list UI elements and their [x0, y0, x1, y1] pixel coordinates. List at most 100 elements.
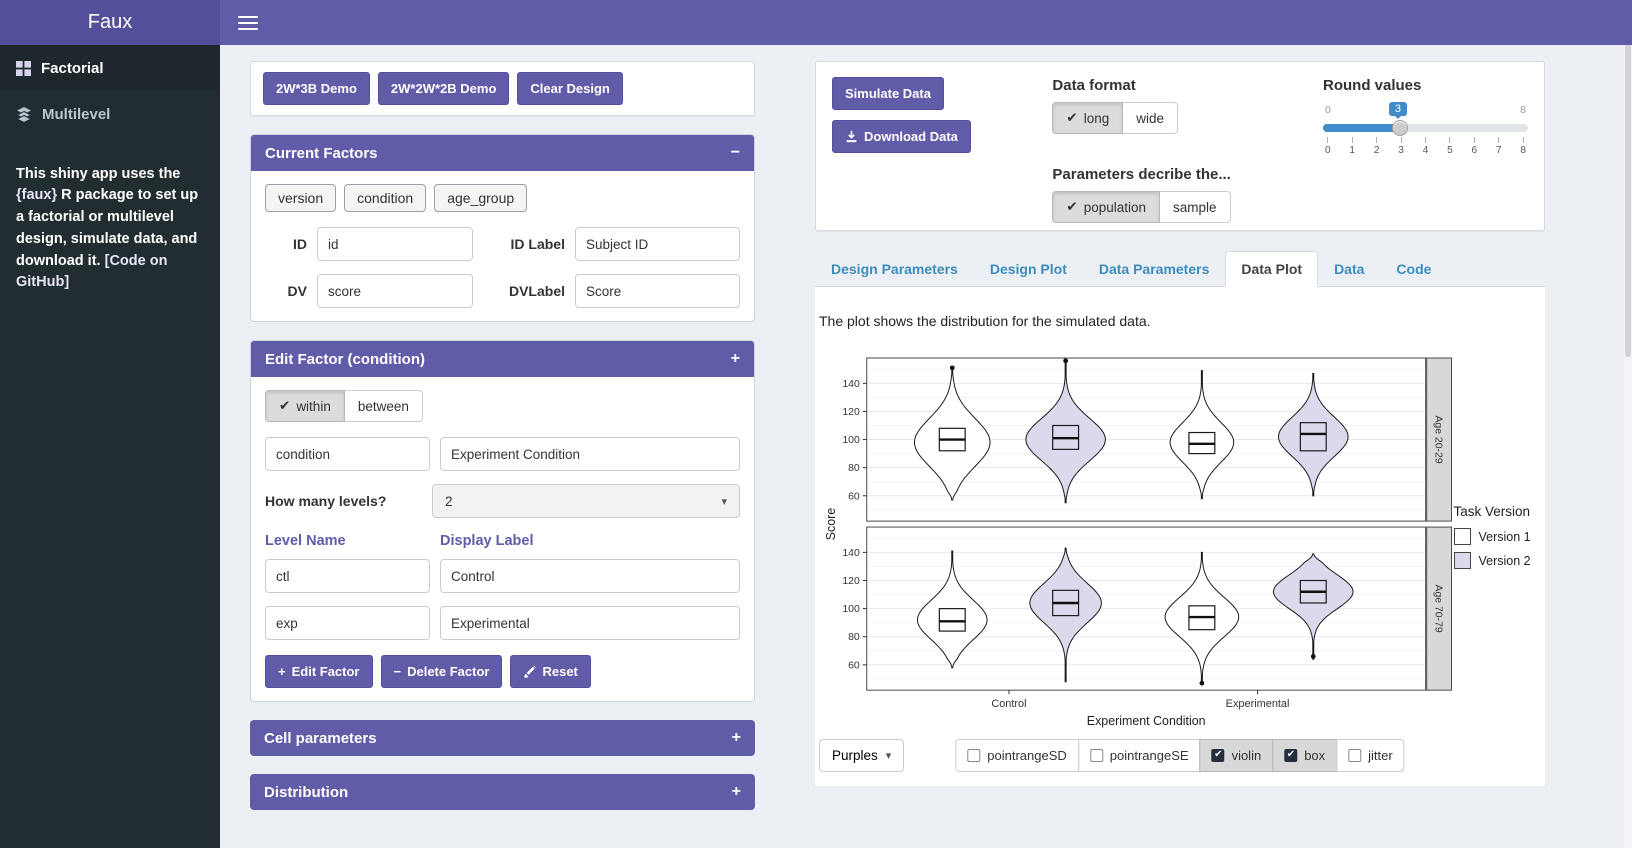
edit-factor-button[interactable]: + Edit Factor [265, 655, 373, 688]
tab-design-parameters[interactable]: Design Parameters [831, 261, 958, 277]
palette-dropdown[interactable]: Purples ▾ [819, 739, 905, 772]
slider-handle[interactable] [1391, 120, 1408, 136]
checkbox-icon [1089, 749, 1103, 762]
slider-tick: 8 [1520, 137, 1526, 156]
factor-name-input[interactable] [265, 437, 430, 471]
outlier-dot [949, 365, 955, 371]
scrollbar-thumb[interactable] [1625, 1, 1631, 358]
collapse-minus-icon[interactable]: − [730, 144, 740, 161]
factor-display-input[interactable] [440, 437, 740, 471]
format-wide-label: wide [1136, 110, 1165, 126]
facet-strip-label: Age 20-29 [1433, 415, 1444, 463]
outlier-dot [1310, 654, 1316, 659]
faux-package-link[interactable]: {faux} [16, 187, 58, 204]
slider-ticks: 0 1 2 3 4 5 6 7 8 [1323, 137, 1528, 156]
about-pre: This shiny app uses the [16, 165, 181, 182]
main-content: 2W*3B Demo 2W*2W*2B Demo Clear Design Cu… [220, 45, 1632, 848]
parameters-describe-label: Parameters decribe the... [1052, 166, 1231, 183]
level-2-label-input[interactable] [440, 606, 740, 640]
simulate-data-button[interactable]: Simulate Data [832, 77, 944, 110]
checkbox-label: box [1304, 748, 1326, 763]
panel-title: Current Factors [265, 144, 378, 162]
y-tick-label: 140 [842, 548, 860, 559]
boxplot [938, 608, 966, 632]
sample-toggle[interactable]: sample [1160, 191, 1231, 223]
tab-design-plot[interactable]: Design Plot [989, 261, 1067, 277]
within-toggle[interactable]: ✔ within [265, 390, 345, 422]
clear-design-button[interactable]: Clear Design [517, 72, 623, 105]
collapse-plus-icon[interactable]: + [730, 350, 740, 367]
github-link[interactable]: [Code on GitHub] [16, 252, 168, 291]
factor-chip-age-group[interactable]: age_group [434, 184, 528, 212]
plus-icon: + [278, 664, 286, 679]
cell-parameters-header[interactable]: Cell parameters + [250, 720, 755, 756]
factor-chip-version[interactable]: version [265, 184, 337, 212]
download-icon [846, 130, 857, 143]
collapse-plus-icon[interactable]: + [731, 783, 741, 800]
level-2-name-input[interactable] [265, 606, 430, 640]
data-format-toggle: ✔ long wide [1052, 102, 1179, 134]
dv-input[interactable] [317, 274, 473, 308]
factor-chip-condition[interactable]: condition [344, 184, 427, 212]
x-tick-label: Experimental [1226, 698, 1290, 710]
format-long-toggle[interactable]: ✔ long [1052, 102, 1124, 134]
dv-label-input[interactable] [575, 274, 740, 308]
x-tick-label: Control [991, 698, 1026, 710]
check-icon: ✔ [279, 398, 291, 413]
within-between-toggle: ✔ within between [265, 390, 423, 422]
demo-2w3b-button[interactable]: 2W*3B Demo [263, 72, 370, 105]
checkbox-icon [1348, 749, 1362, 762]
slider-tick: 1 [1349, 137, 1355, 156]
checkbox-pointrangeSD[interactable]: pointrangeSD [955, 739, 1079, 772]
sidebar-item-multilevel[interactable]: Multilevel [0, 91, 220, 137]
checkbox-pointrangeSE[interactable]: pointrangeSE [1077, 739, 1201, 772]
current-factors-header[interactable]: Current Factors − [251, 135, 754, 171]
reset-button[interactable]: Reset [510, 655, 591, 688]
download-data-button[interactable]: Download Data [832, 120, 971, 153]
format-wide-toggle[interactable]: wide [1123, 102, 1179, 134]
plot-legend: Task Version Version 1 Version 2 [1453, 504, 1544, 576]
population-toggle[interactable]: ✔ population [1052, 191, 1161, 223]
id-input[interactable] [317, 227, 473, 261]
slider-track[interactable] [1323, 120, 1528, 136]
facet-strip [1426, 357, 1453, 522]
tab-data-plot[interactable]: Data Plot [1225, 251, 1319, 287]
page-scrollbar[interactable] [1624, 0, 1632, 848]
tab-data-parameters[interactable]: Data Parameters [1098, 261, 1210, 277]
top-header: Faux [0, 0, 1632, 45]
between-label: between [357, 398, 409, 414]
level-1-name-input[interactable] [265, 559, 430, 593]
checkbox-violin[interactable]: violin [1199, 739, 1274, 772]
app-brand[interactable]: Faux [0, 0, 220, 45]
hamburger-icon[interactable] [238, 12, 258, 34]
edit-factor-header[interactable]: Edit Factor (condition) + [251, 341, 754, 377]
chevron-down-icon: ▾ [721, 495, 727, 508]
distribution-header[interactable]: Distribution + [250, 774, 755, 810]
demo-2w2w2b-button[interactable]: 2W*2W*2B Demo [377, 72, 510, 105]
between-toggle[interactable]: between [344, 390, 423, 422]
violin-plot: 60 80 100 120 140 Age 20-29 60 80 100 120 140 Age 7… [824, 357, 1453, 728]
checkbox-box[interactable]: box [1272, 739, 1338, 772]
plot-layer-checkboxes: pointrangeSD pointrangeSE violin box [955, 739, 1405, 772]
demo-buttons-box: 2W*3B Demo 2W*2W*2B Demo Clear Design [250, 61, 755, 116]
tab-code[interactable]: Code [1396, 261, 1432, 277]
id-label-input[interactable] [575, 227, 740, 261]
level-1-label-input[interactable] [440, 559, 740, 593]
delete-factor-button[interactable]: − Delete Factor [380, 655, 503, 688]
legend-swatch-version2 [1453, 552, 1471, 569]
y-tick-label: 100 [842, 435, 860, 446]
about-text: This shiny app uses the {faux} R package… [0, 152, 220, 307]
layers-icon [16, 106, 32, 122]
tab-data[interactable]: Data [1334, 261, 1365, 277]
collapse-plus-icon[interactable]: + [731, 729, 741, 746]
palette-dropdown-label: Purples [832, 748, 878, 763]
delete-factor-button-label: Delete Factor [407, 664, 490, 679]
sidebar-item-factorial[interactable]: Factorial [0, 45, 220, 91]
simulate-box: Simulate Data Download Data Data format … [815, 61, 1545, 231]
y-axis-title: Score [824, 508, 838, 541]
brush-icon [524, 665, 537, 678]
check-icon: ✔ [1066, 199, 1078, 214]
checkbox-jitter[interactable]: jitter [1336, 739, 1405, 772]
levels-select[interactable]: 2 ▾ [432, 484, 740, 518]
sidebar-item-label: Multilevel [42, 105, 111, 123]
